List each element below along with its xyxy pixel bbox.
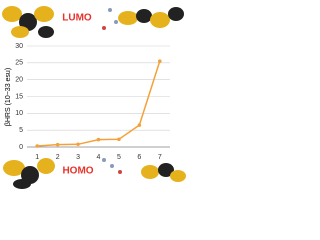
x-tick-label: 2 (56, 154, 60, 161)
y-tick-label: 0 (19, 144, 23, 151)
homo-label: HOMO (62, 166, 93, 177)
x-tick-label: 5 (117, 154, 121, 161)
y-tick-label: 5 (19, 127, 23, 134)
y-tick-label: 20 (15, 77, 23, 84)
molecule-homo-left (3, 158, 55, 189)
y-tick-label: 25 (15, 60, 23, 67)
y-tick-label: 15 (15, 93, 23, 100)
x-tick-label: 4 (97, 154, 101, 161)
data-point (157, 59, 162, 63)
data-point (76, 142, 80, 147)
molecule-lumo-left (2, 6, 54, 38)
data-point (117, 137, 121, 142)
molecule-lumo-right (102, 7, 184, 30)
lumo-label: LUMO (62, 13, 92, 24)
data-point (55, 142, 60, 147)
data-point (137, 123, 142, 127)
x-tick-label: 1 (35, 154, 39, 161)
data-point (96, 137, 101, 142)
data-point (35, 144, 40, 148)
y-axis-label: βHRS (10−33 esu) (5, 68, 12, 126)
chart: LUMO HOMO βHRS (10−33 esu) 0510152025301… (2, 6, 186, 189)
molecule-homo-right (102, 158, 186, 182)
data-line (37, 60, 161, 147)
y-tick-label: 30 (15, 43, 23, 50)
y-tick-label: 10 (15, 110, 23, 117)
x-tick-label: 6 (137, 154, 141, 161)
x-tick-label: 7 (158, 154, 162, 161)
x-tick-label: 3 (76, 154, 80, 161)
